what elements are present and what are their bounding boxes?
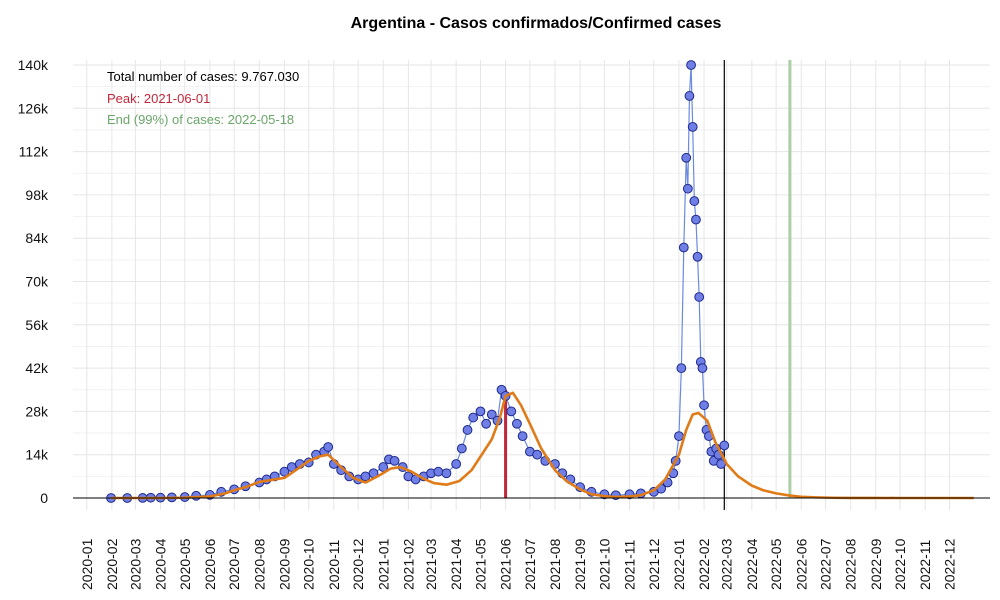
x-tick-label: 2021-07	[522, 538, 538, 590]
grid	[73, 60, 990, 510]
daily-cases-point	[462, 425, 473, 435]
x-tick-label: 2021-11	[622, 539, 638, 590]
y-tick-label: 56k	[25, 317, 49, 333]
x-tick-label: 2021-04	[448, 538, 464, 590]
fitted-curve-line	[111, 391, 974, 500]
daily-cases-point	[674, 431, 684, 442]
daily-cases-point	[475, 406, 486, 417]
x-tick-label: 2020-07	[226, 538, 242, 590]
daily-cases-point	[676, 363, 687, 374]
y-tick-label: 70k	[25, 274, 49, 290]
x-tick-label: 2020-05	[177, 538, 193, 590]
daily-cases-point	[678, 242, 689, 253]
daily-cases-point	[512, 418, 522, 429]
daily-cases-point	[689, 196, 700, 206]
daily-cases-point	[279, 466, 290, 477]
y-tick-label: 28k	[25, 403, 49, 419]
peak-annotation: Peak: 2021-06-01	[107, 91, 210, 106]
y-tick-label: 84k	[25, 230, 49, 246]
x-tick-label: 2021-08	[547, 538, 563, 590]
x-tick-label: 2020-04	[152, 538, 168, 590]
x-tick-label: 2020-01	[79, 538, 95, 590]
x-tick-label: 2021-01	[375, 538, 391, 590]
daily-cases-point	[692, 251, 703, 262]
daily-cases-point	[344, 471, 355, 482]
daily-cases-point	[517, 431, 528, 442]
x-tick-label: 2022-05	[768, 538, 784, 590]
daily-cases-point	[686, 60, 696, 70]
x-tick-label: 2020-10	[301, 538, 317, 590]
x-tick-label: 2020-06	[202, 538, 218, 590]
x-tick-label: 2021-12	[646, 538, 662, 590]
daily-cases-point	[694, 292, 705, 302]
y-tick-label: 14k	[25, 447, 49, 463]
y-tick-label: 98k	[25, 187, 49, 203]
y-tick-label: 0	[40, 490, 48, 506]
x-tick-label: 2022-09	[868, 538, 884, 590]
x-tick-label: 2020-11	[326, 539, 342, 590]
x-tick-label: 2022-03	[719, 538, 735, 590]
x-tick-label: 2021-02	[400, 538, 416, 590]
x-tick-label: 2021-09	[572, 538, 588, 590]
x-tick-label: 2020-09	[276, 538, 292, 590]
daily-cases-point	[481, 418, 492, 429]
daily-cases-point	[699, 400, 709, 411]
chart-title: Argentina - Casos confirmados/Confirmed …	[351, 15, 722, 32]
daily-cases-point	[468, 412, 479, 423]
data-layer	[106, 60, 974, 503]
daily-cases-point	[682, 183, 693, 194]
x-tick-label: 2020-03	[127, 538, 143, 590]
x-tick-label: 2022-10	[892, 538, 908, 590]
x-tick-label: 2020-02	[104, 538, 120, 590]
x-tick-label: 2020-12	[350, 538, 366, 590]
y-tick-label: 112k	[19, 144, 49, 160]
x-tick-label: 2022-01	[671, 538, 687, 590]
daily-cases-point	[697, 363, 708, 374]
daily-cases-point	[456, 443, 467, 454]
x-tick-label: 2022-11	[917, 539, 933, 590]
daily-cases-point	[687, 121, 698, 132]
x-tick-label: 2022-12	[941, 538, 957, 590]
daily-cases-point	[532, 449, 543, 460]
daily-cases-point	[486, 409, 497, 420]
x-tick-label: 2021-06	[498, 538, 514, 590]
x-tick-label: 2022-08	[843, 538, 859, 590]
axes: 0 14k 28k 42k 56k 70k 84k 98k 112k 126k 140k 2020-0…	[18, 57, 990, 590]
daily-cases-point	[441, 468, 452, 479]
y-tick-label: 42k	[25, 360, 49, 376]
daily-cases-point	[360, 471, 371, 482]
total-cases-annotation: Total number of cases: 9.767.030	[107, 69, 299, 84]
daily-cases-point	[433, 466, 444, 477]
daily-cases-point	[719, 440, 730, 451]
x-tick-label: 2021-10	[596, 538, 612, 590]
daily-cases-point	[323, 442, 334, 452]
x-tick-label: 2022-04	[744, 538, 760, 590]
y-tick-label: 126k	[18, 100, 49, 116]
x-tick-label: 2022-02	[696, 538, 712, 590]
x-tick-label: 2022-07	[818, 538, 834, 590]
daily-cases-point	[451, 459, 462, 469]
daily-cases-point	[691, 214, 701, 225]
end-annotation: End (99%) of cases: 2022-05-18	[107, 112, 294, 127]
daily-cases-point	[681, 152, 692, 163]
daily-cases-point	[684, 91, 695, 101]
y-tick-label: 140k	[18, 57, 49, 73]
x-tick-label: 2021-05	[472, 538, 488, 590]
x-tick-label: 2022-06	[793, 538, 809, 590]
x-tick-label: 2020-08	[251, 538, 267, 590]
x-tick-label: 2021-03	[423, 538, 439, 590]
daily-cases-point	[389, 455, 400, 466]
reference-lines	[504, 60, 792, 510]
daily-cases-point	[506, 406, 517, 417]
